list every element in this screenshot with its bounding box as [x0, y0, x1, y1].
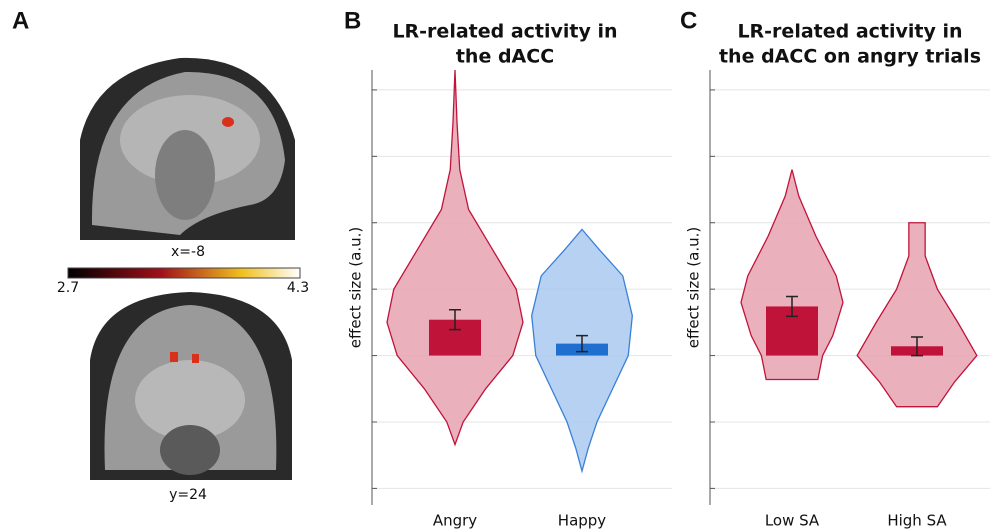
x-tick-label: Angry [433, 512, 477, 530]
panel-label: C [680, 7, 697, 34]
sagittal-slice [75, 55, 300, 240]
panel-label: B [344, 7, 361, 34]
error-bar [911, 336, 923, 357]
x-tick-label: High SA [887, 512, 947, 530]
chart-title: the dACC on angry trials [719, 46, 981, 68]
coronal-slice [90, 292, 292, 480]
slice-label: y=24 [169, 487, 207, 503]
colorbar [67, 267, 301, 279]
x-tick-label: Happy [558, 512, 607, 530]
x-tick-label: Low SA [765, 512, 820, 530]
y-axis-label: effect size (a.u.) [347, 227, 365, 348]
violin [386, 69, 524, 447]
chart-title: the dACC [456, 46, 554, 68]
colorbar-tick: 4.3 [287, 280, 309, 296]
violin [856, 222, 978, 408]
error-bar [786, 295, 798, 318]
error-bar [576, 334, 588, 353]
chart-title: LR-related activity in [737, 21, 962, 43]
panel-label: A [12, 7, 29, 34]
y-axis-label: effect size (a.u.) [685, 227, 703, 348]
slice-label: x=-8 [171, 244, 205, 260]
chart-title: LR-related activity in [392, 21, 617, 43]
error-bar [449, 308, 461, 331]
colorbar-tick: 2.7 [57, 280, 79, 296]
